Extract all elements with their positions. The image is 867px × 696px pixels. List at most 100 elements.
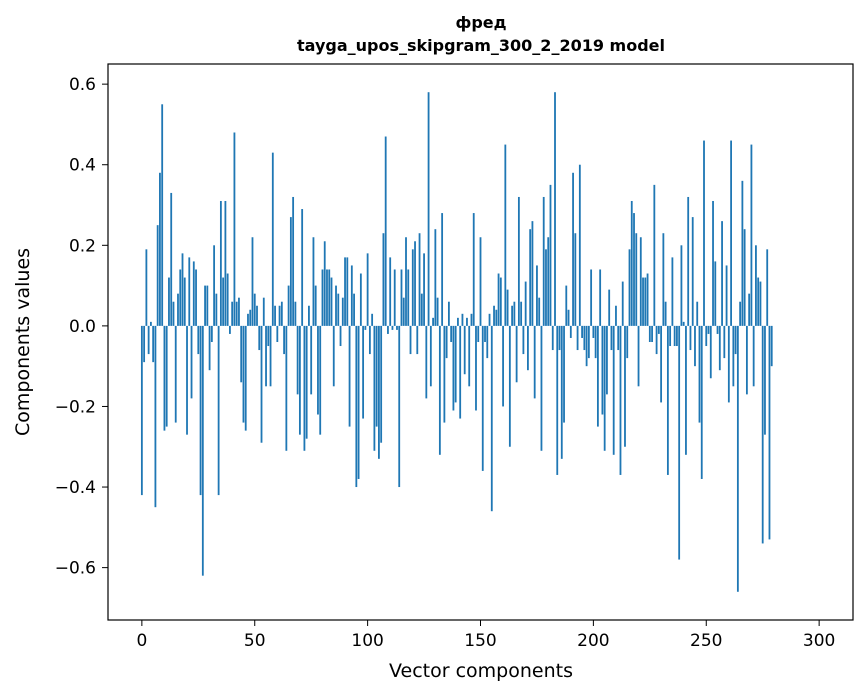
bar [732, 325, 735, 387]
bar [691, 217, 694, 326]
bar [506, 289, 509, 326]
bar [709, 325, 712, 379]
bar [296, 325, 299, 395]
bar [271, 152, 274, 326]
bar [197, 325, 200, 355]
x-axis-ticks: 0 50 100 150 200 250 300 [136, 620, 835, 651]
bar [520, 301, 523, 326]
bar [655, 325, 658, 355]
bar [143, 325, 146, 363]
plot-frame [107, 63, 854, 621]
bar [353, 293, 355, 326]
bar [319, 325, 322, 435]
bar [298, 325, 301, 435]
x-axis-label: Vector components [389, 660, 573, 682]
bar [621, 281, 624, 326]
bar [653, 184, 656, 326]
bar [416, 325, 419, 355]
bar [536, 265, 538, 326]
bar [312, 237, 315, 326]
bar [305, 325, 308, 439]
bar [549, 184, 552, 326]
bar [457, 317, 459, 326]
bar [504, 144, 507, 326]
bar [671, 257, 674, 326]
bar [447, 301, 450, 326]
bar [556, 325, 559, 475]
bar [366, 253, 369, 326]
bar [599, 269, 602, 326]
bar [140, 325, 143, 496]
bar [551, 325, 554, 351]
bar [651, 325, 653, 342]
bar [603, 325, 606, 451]
bar [531, 221, 534, 326]
bar [249, 309, 252, 326]
bar [707, 325, 710, 334]
bar [463, 325, 466, 375]
bar [515, 325, 518, 383]
bar [703, 140, 705, 326]
bar [759, 281, 762, 326]
chart-title-line2: tayga_upos_skipgram_300_2_2019 model [297, 36, 665, 55]
bar [335, 285, 337, 326]
bar [669, 325, 672, 347]
bar [637, 325, 640, 387]
bar [429, 325, 432, 387]
bar [689, 325, 692, 351]
bar [405, 237, 407, 326]
bar [330, 277, 333, 326]
bar [488, 313, 491, 326]
bar [590, 269, 593, 326]
bar [217, 325, 220, 496]
bar [624, 325, 626, 447]
bar [328, 269, 331, 326]
bar [251, 237, 254, 326]
bar [730, 140, 732, 326]
bar [687, 196, 690, 326]
bar [438, 325, 441, 455]
bar [578, 164, 581, 326]
bar [170, 192, 173, 326]
bar [596, 325, 599, 427]
bar [538, 297, 541, 326]
bar [766, 249, 769, 326]
bar [314, 285, 317, 326]
bar [517, 196, 520, 326]
bar [612, 325, 615, 455]
y-tick-label: 0.4 [69, 156, 96, 176]
bar [572, 172, 574, 326]
bar [755, 245, 757, 326]
chart-title-line1: фред [455, 13, 506, 32]
bars-group [140, 92, 773, 592]
bar [283, 325, 285, 355]
bar [247, 313, 249, 326]
bar [657, 325, 660, 334]
bar [398, 325, 401, 488]
bar [443, 325, 446, 423]
bar [545, 249, 547, 326]
bar [174, 325, 177, 423]
x-tick-label: 300 [803, 631, 835, 651]
bar [280, 301, 283, 326]
bar [673, 325, 676, 347]
x-tick-label: 100 [351, 631, 383, 651]
bar [700, 325, 703, 479]
bar [764, 325, 766, 435]
bar [445, 325, 448, 359]
bar [292, 196, 295, 326]
bar [425, 325, 428, 399]
bar [287, 285, 290, 326]
bar [712, 200, 714, 326]
bar [619, 325, 622, 475]
bar [644, 277, 647, 326]
bar [368, 325, 371, 355]
bar [628, 249, 631, 326]
bar [502, 325, 504, 407]
bar [380, 325, 383, 443]
bar [676, 325, 678, 347]
bar [165, 325, 168, 427]
bar [648, 325, 651, 342]
y-axis-label: Components values [12, 248, 34, 436]
bar [475, 325, 477, 411]
